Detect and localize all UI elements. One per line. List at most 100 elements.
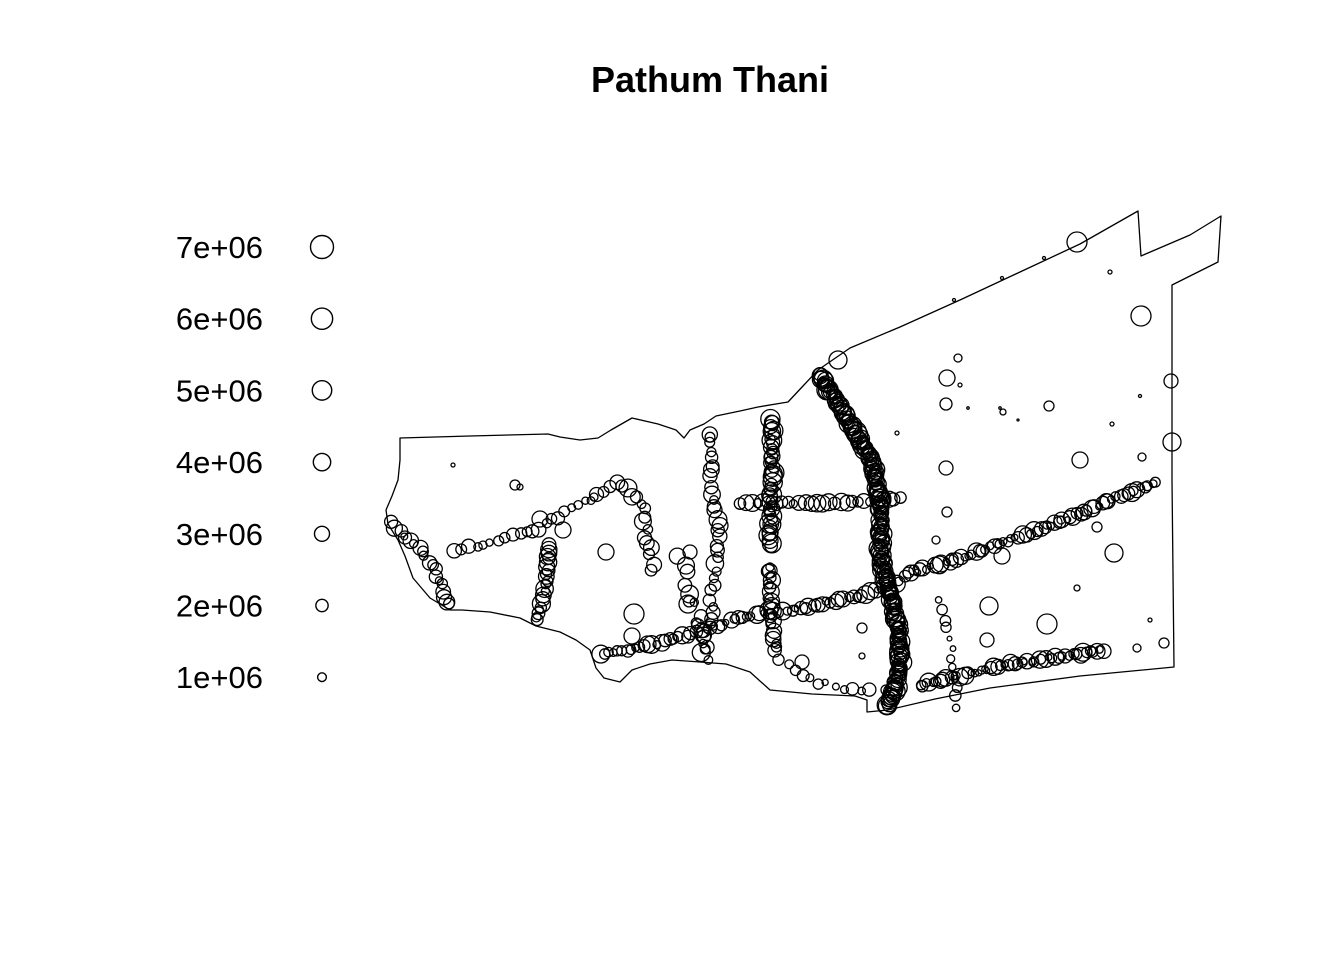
point-symbol [1024,521,1044,541]
point-symbol [1046,647,1065,666]
point-symbol [934,596,943,604]
point-symbol [702,468,718,484]
point-symbol [762,578,774,590]
point-symbol [588,486,605,503]
point-symbol [731,609,746,625]
legend-label: 2e+06 [176,589,263,624]
point-symbol [1149,476,1161,488]
point-symbol [694,626,713,644]
point-symbol [642,539,660,557]
point-symbol [805,673,815,683]
point-symbol [541,517,553,529]
point-symbol [672,630,684,643]
point-symbol [826,392,843,409]
point-symbol [839,685,850,695]
point-symbol [891,639,910,658]
point-symbol [819,493,838,512]
point-symbol [1073,584,1081,592]
point-symbol [1036,613,1058,635]
point-symbol [704,450,719,465]
point-symbol [812,678,825,690]
point-symbol [960,552,970,562]
point-symbol [1091,521,1103,533]
point-symbol [861,581,880,601]
point-symbol [948,689,962,702]
point-symbol [841,413,854,426]
point-symbol [434,576,444,586]
point-symbol [772,653,785,666]
point-symbol [813,370,830,387]
legend-symbol [315,598,329,613]
point-symbol [892,661,907,676]
point-symbol [993,547,1011,565]
legend-label: 4e+06 [176,445,263,480]
point-symbol [894,430,900,436]
point-symbol [704,618,717,630]
point-symbol [855,493,872,509]
point-symbol [874,524,893,544]
point-symbol [822,385,837,399]
legend-symbol [310,307,334,331]
point-symbol [1163,373,1179,389]
point-symbol [1107,269,1113,275]
point-symbol [871,496,886,511]
point-symbol [979,596,999,616]
point-symbol [829,395,845,411]
point-symbol [1056,515,1066,525]
point-symbol [1053,511,1071,529]
point-symbol [770,641,783,653]
point-symbol [833,402,845,414]
point-symbol [704,583,718,597]
point-symbol [965,549,977,560]
point-symbol [623,627,641,645]
point-symbol [839,494,857,512]
point-symbol [972,544,987,558]
point-symbol [872,545,892,566]
point-symbol [1130,305,1152,327]
point-symbol [887,574,906,593]
point-symbol [888,602,902,616]
point-symbol [702,461,720,479]
point-symbol [951,682,963,694]
point-symbol [681,629,696,644]
point-symbol [712,551,724,564]
point-symbol [703,655,714,665]
point-symbol [450,462,456,468]
point-symbol [807,493,827,513]
point-symbol [636,499,647,510]
legend-symbol [316,672,328,683]
point-symbol [625,644,637,656]
point-symbol [999,408,1007,416]
point-symbol [741,611,752,622]
point-symbol [939,614,952,627]
point-symbol [943,558,951,567]
point-symbol [858,652,866,660]
point-symbol [876,554,893,572]
point-symbol [644,563,658,577]
legend-label: 1e+06 [176,660,263,695]
point-symbol [939,397,953,411]
point-symbol [436,577,449,590]
point-symbol [761,582,780,601]
point-symbol [940,621,952,634]
point-symbol [878,560,892,574]
point-symbol [658,633,672,648]
point-symbol [597,543,615,561]
point-symbol [830,590,848,608]
point-symbol [908,564,920,576]
point-symbol [890,671,904,685]
point-symbol [938,460,954,476]
point-symbol [535,579,554,599]
point-symbol [708,578,722,592]
point-symbol [1071,451,1089,469]
point-symbol [540,578,552,590]
point-symbol [967,542,986,561]
point-symbol [581,496,590,505]
map-title: Pathum Thani [590,59,829,100]
point-symbol [761,531,779,550]
point-symbol [1104,543,1124,563]
point-symbol [946,654,956,664]
point-symbol [397,530,413,545]
